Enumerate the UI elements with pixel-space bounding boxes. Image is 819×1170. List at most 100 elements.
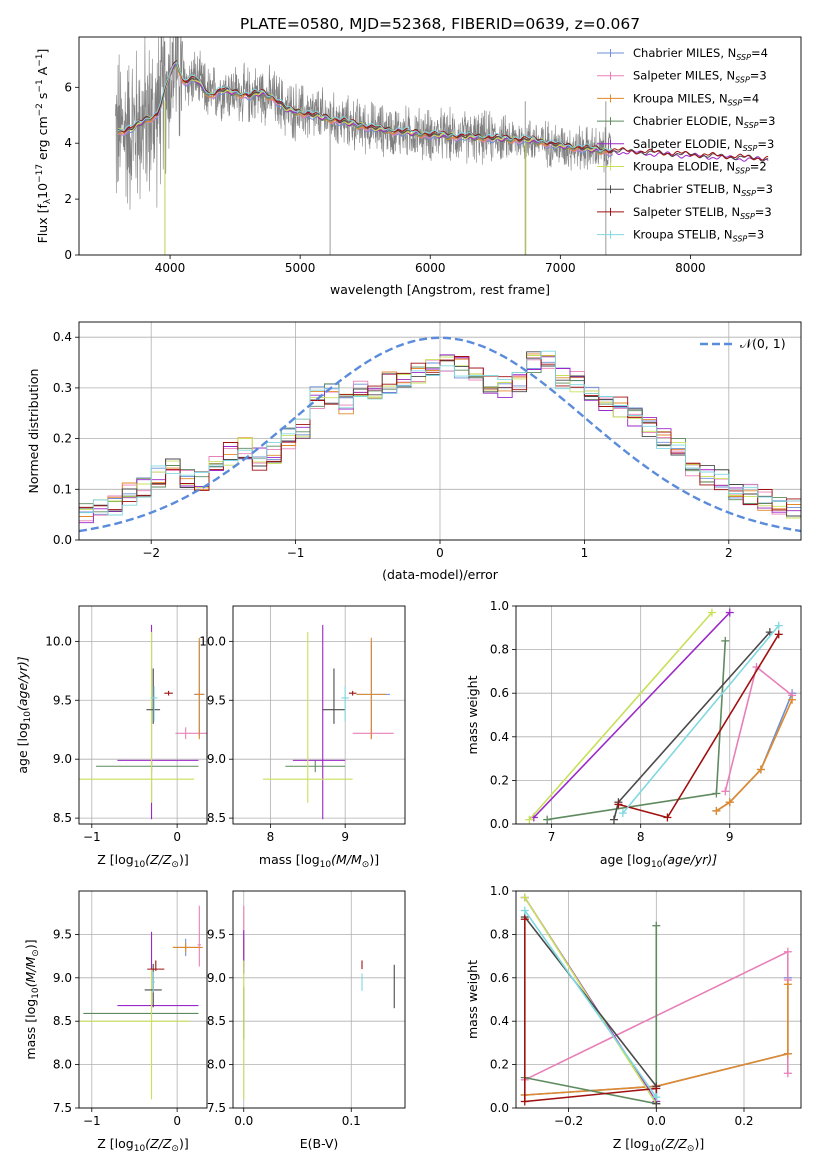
weight-line-kroupa_stelib xyxy=(524,910,657,1098)
mass_vs_ebv-plot-area xyxy=(243,905,395,1100)
y-tick-label: 0.4 xyxy=(53,330,72,344)
y-tick-label: 10.0 xyxy=(45,634,72,648)
x-tick-label: −2 xyxy=(142,546,160,560)
histogram-chabrier_miles xyxy=(79,361,801,525)
x-tick-label: 9 xyxy=(341,830,349,844)
model-spectrum-salpeter_elodie xyxy=(117,61,769,162)
spectrum-ylabel: Flux [fλ10−17 erg cm−2 s−1 A−1] xyxy=(35,49,53,244)
age_vs_mass-plot-area xyxy=(262,624,394,820)
weight-line-chabrier_stelib xyxy=(613,631,771,820)
y-tick-label: 9.5 xyxy=(53,693,72,707)
y-tick-label: 9.0 xyxy=(207,971,226,985)
y-tick-label: 0.1 xyxy=(53,482,72,496)
y-tick-label: 0.2 xyxy=(490,1058,509,1072)
mass_vs_Z-frame xyxy=(78,890,208,1109)
y-tick-label: 9.5 xyxy=(207,693,226,707)
y-tick-label: 8.0 xyxy=(207,1058,226,1072)
x-tick-label: 4000 xyxy=(155,261,186,275)
y-tick-label: 9.0 xyxy=(53,971,72,985)
weight-line-chabrier_elodie xyxy=(547,640,727,821)
legend-label: Chabrier ELODIE, NSSP=3 xyxy=(633,114,775,130)
y-tick-label: 2 xyxy=(64,192,72,206)
histogram-kroupa_stelib xyxy=(79,350,801,527)
residuals-ylabel: Normed distribution xyxy=(26,369,41,494)
y-tick-label: 0.3 xyxy=(53,381,72,395)
age_vs_Z-frame xyxy=(78,605,208,825)
y-tick-label: 8.5 xyxy=(207,811,226,825)
y-tick-label: 9.0 xyxy=(53,752,72,766)
y-tick-label: 0 xyxy=(64,248,72,262)
histogram-salpeter_stelib xyxy=(79,356,801,525)
age_vs_Z-ylabel: age [log10(age/yr)] xyxy=(15,656,33,773)
spectrum-xlabel: wavelength [Angstrom, rest frame] xyxy=(330,282,550,297)
age_vs_Z-plot-area xyxy=(79,624,207,820)
model-spectrum-kroupa_stelib xyxy=(117,61,613,152)
legend-label: Chabrier MILES, NSSP=4 xyxy=(633,46,768,62)
weight-line-chabrier_miles xyxy=(715,692,793,812)
weight-line-chabrier_stelib xyxy=(524,916,658,1104)
legend-label: Kroupa STELIB, NSSP=3 xyxy=(633,228,764,244)
y-tick-label: 9.5 xyxy=(53,927,72,941)
y-tick-label: 4 xyxy=(64,136,72,150)
histogram-chabrier_elodie xyxy=(79,354,801,524)
mass_vs_Z-ylabel: mass [log10(M/M⊙)] xyxy=(23,939,41,1059)
y-tick-label: 6 xyxy=(64,80,72,94)
y-tick-label: 9.5 xyxy=(207,927,226,941)
y-tick-label: 0.6 xyxy=(490,971,509,985)
spectrum-plot-area xyxy=(115,37,769,255)
weight-line-kroupa_miles xyxy=(715,699,793,812)
residuals-plot-area xyxy=(79,336,801,533)
x-tick-label: 7 xyxy=(548,830,556,844)
weight-line-salpeter_elodie xyxy=(533,611,731,819)
x-tick-label: 0.1 xyxy=(342,1114,361,1128)
residuals-xlabel: (data-model)/error xyxy=(382,567,499,582)
y-tick-label: 8.0 xyxy=(53,1058,72,1072)
y-tick-label: 0.6 xyxy=(490,686,509,700)
x-tick-label: 0.0 xyxy=(647,1114,666,1128)
age_vs_mass-frame xyxy=(232,605,406,825)
age_vs_Z-xlabel: Z [log10(Z/Z⊙)] xyxy=(97,852,188,870)
y-tick-label: 9.0 xyxy=(207,752,226,766)
x-tick-label: 7000 xyxy=(545,261,576,275)
y-tick-label: 8.5 xyxy=(53,1014,72,1028)
mass_vs_Z-plot-area xyxy=(79,905,203,1100)
mass_vs_ebv-axes: 0.0 0.1 7.5 8.0 8.5 9.0 9.5 xyxy=(207,891,405,1128)
histogram-kroupa_elodie xyxy=(79,355,801,519)
weight_vs_Z-plot-area xyxy=(520,893,792,1108)
weight_vs_Z-ylabel: mass weight xyxy=(465,960,480,1039)
legend-label: Chabrier STELIB, NSSP=3 xyxy=(633,182,773,198)
residuals-legend-label: 𝒩(0, 1) xyxy=(740,336,786,351)
age_vs_mass-axes: 8 9 8.5 9.0 9.5 10.0 xyxy=(199,606,405,844)
mass_vs_ebv-frame xyxy=(232,890,406,1109)
weight-line-chabrier_elodie xyxy=(524,925,658,1105)
weight_vs_age-ylabel: mass weight xyxy=(465,675,480,754)
weight_vs_age-xlabel: age [log10(age/yr)] xyxy=(600,852,717,870)
y-tick-label: 0.8 xyxy=(490,643,509,657)
legend-label: Kroupa MILES, NSSP=4 xyxy=(633,91,759,107)
weight-line-kroupa_elodie xyxy=(528,611,713,821)
legend-label: Salpeter ELODIE, NSSP=3 xyxy=(633,137,774,153)
y-tick-label: 0.2 xyxy=(53,432,72,446)
age_vs_mass-xlabel: mass [log10(M/M⊙)] xyxy=(259,852,379,870)
y-tick-label: 1.0 xyxy=(490,599,509,613)
spectrum-frame xyxy=(78,36,802,256)
residuals-axes: −2 −1 0 1 2 0.0 0.1 0.2 0.3 0.4 xyxy=(53,322,801,560)
legend-label: Salpeter STELIB, NSSP=3 xyxy=(633,205,772,221)
y-tick-label: 0.0 xyxy=(490,817,509,831)
x-tick-label: −1 xyxy=(287,546,305,560)
histogram-salpeter_miles xyxy=(79,358,801,522)
x-tick-label: 8000 xyxy=(675,261,706,275)
weight_vs_Z-frame xyxy=(515,890,802,1109)
mass_vs_ebv-xlabel: E(B-V) xyxy=(300,1136,339,1151)
y-tick-label: 7.5 xyxy=(53,1101,72,1115)
y-tick-label: 0.4 xyxy=(490,730,509,744)
weight_vs_Z-axes: −0.2 0.0 0.2 0.0 0.2 0.4 0.6 0.8 1.0 xyxy=(490,884,801,1128)
y-tick-label: 8.5 xyxy=(207,1014,226,1028)
x-tick-label: 0 xyxy=(436,546,444,560)
legend-label: Salpeter MILES, NSSP=3 xyxy=(633,69,767,85)
histogram-kroupa_miles xyxy=(79,353,801,525)
x-tick-label: −1 xyxy=(83,830,101,844)
x-tick-label: 0 xyxy=(173,1114,181,1128)
